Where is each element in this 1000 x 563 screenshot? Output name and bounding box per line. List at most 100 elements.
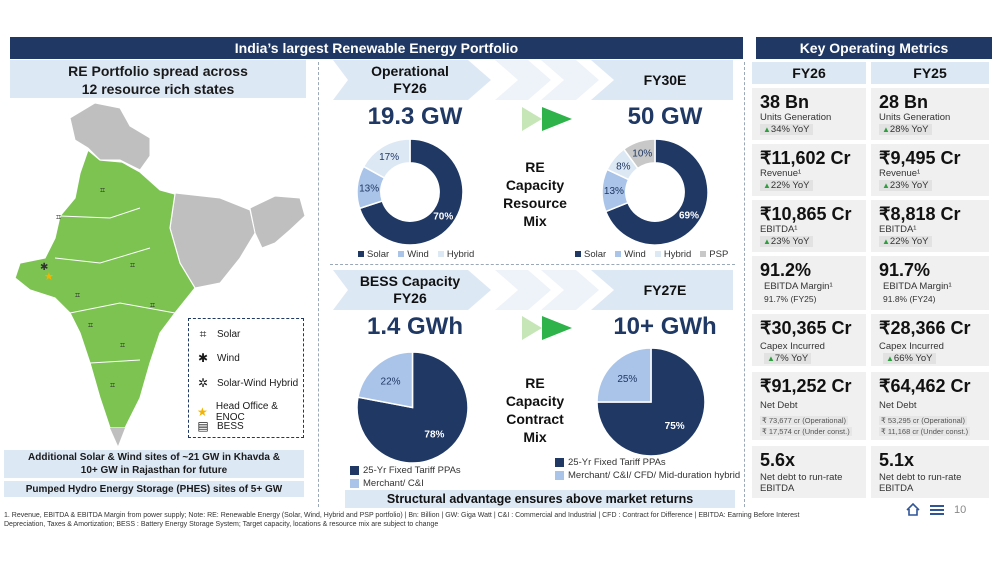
metrics-title: Key Operating Metrics bbox=[756, 37, 992, 59]
chart-data-label: 22% bbox=[381, 376, 401, 387]
capacity-left-value: 19.3 GW bbox=[367, 103, 463, 130]
legend-head-office: ★ Head Office & ENOC bbox=[195, 401, 303, 423]
bess-right-label: FY27E bbox=[643, 282, 687, 298]
india-map: ⌗ ⌗ ✱ ★ ⌗ ⌗ ⌗ ⌗ ⌗ ⌗ bbox=[14, 102, 306, 446]
pie-chart-bess-fy27e: 75% 25% bbox=[596, 347, 706, 457]
svg-text:⌗: ⌗ bbox=[130, 260, 135, 270]
map-region-northeast bbox=[249, 195, 306, 249]
metrics-col-fy26: FY26 bbox=[752, 62, 866, 84]
map-region-north bbox=[69, 102, 151, 171]
chart-data-label: 13% bbox=[604, 186, 624, 197]
legend-item: Merchant/ C&I/ CFD/ Mid-duration hybrid bbox=[555, 470, 740, 481]
resource-mix-label: RE Capacity Resource Mix bbox=[503, 159, 567, 229]
legend-item: Hybrid bbox=[437, 249, 474, 260]
battery-storage-icon: ▤ bbox=[197, 419, 209, 433]
svg-text:⌗: ⌗ bbox=[100, 185, 105, 195]
metric-card-capex-fy25: ₹28,366 Cr Capex Incurred ▲66% YoY bbox=[871, 314, 989, 366]
map-title-line1: RE Portfolio spread across bbox=[68, 63, 248, 79]
map-title: RE Portfolio spread across 12 resource r… bbox=[10, 60, 306, 98]
legend-hybrid: ✲ Solar-Wind Hybrid bbox=[195, 376, 298, 390]
svg-text:★: ★ bbox=[44, 271, 54, 283]
legend-solar: ⌗ Solar bbox=[195, 327, 241, 342]
up-triangle-icon: ▲ bbox=[767, 354, 775, 363]
play-arrow-icon bbox=[522, 316, 572, 340]
legend-item: Merchant/ C&I bbox=[350, 478, 424, 489]
up-triangle-icon: ▲ bbox=[882, 125, 890, 134]
metric-card-netdebt-fy26: ₹91,252 Cr Net Debt ₹ 73,677 cr (Operati… bbox=[752, 372, 866, 440]
bess-left-value: 1.4 GWh bbox=[366, 313, 463, 340]
svg-text:✱: ✱ bbox=[40, 262, 48, 273]
footnote: 1. Revenue, EBITDA & EBITDA Margin from … bbox=[4, 512, 800, 528]
svg-text:⌗: ⌗ bbox=[88, 320, 93, 330]
svg-text:⌗: ⌗ bbox=[120, 340, 125, 350]
legend-item: PSP bbox=[700, 249, 728, 260]
metric-card-netdebt-fy25: ₹64,462 Cr Net Debt ₹ 53,295 cr (Operati… bbox=[871, 372, 989, 440]
legend-item: 25-Yr Fixed Tariff PPAs bbox=[350, 465, 461, 476]
solar-wind-hybrid-icon: ✲ bbox=[197, 376, 209, 390]
metric-card-revenue-fy25: ₹9,495 Cr Revenue¹ ▲23% YoY bbox=[871, 144, 989, 196]
home-icon[interactable] bbox=[906, 503, 920, 516]
svg-text:⌗: ⌗ bbox=[110, 380, 115, 390]
map-region-south bbox=[110, 428, 125, 446]
chart-data-label: 69% bbox=[679, 211, 699, 222]
legend-wind: ✱ Wind bbox=[195, 351, 240, 365]
chart-data-label: 8% bbox=[616, 161, 631, 172]
metric-card-ebitda-fy26: ₹10,865 Cr EBITDA¹ ▲23% YoY bbox=[752, 200, 866, 252]
chart-data-label: 17% bbox=[379, 152, 399, 163]
legend-item: Hybrid bbox=[654, 249, 691, 260]
metric-card-margin-fy26: 91.2% EBITDA Margin¹ 91.7% (FY25) bbox=[752, 256, 866, 310]
capacity-left-legend: Solar Wind Hybrid bbox=[358, 249, 474, 260]
legend-item: Wind bbox=[398, 249, 429, 260]
metric-card-margin-fy25: 91.7% EBITDA Margin¹ 91.8% (FY24) bbox=[871, 256, 989, 310]
metric-card-units-fy26: 38 Bn Units Generation ▲34% YoY bbox=[752, 88, 866, 140]
chart-slice-merchant-c-i bbox=[357, 351, 414, 409]
chart-data-label: 75% bbox=[665, 421, 685, 432]
donut-chart-fy30e: 69% 13% 8%10% bbox=[601, 138, 709, 246]
note-phes: Pumped Hydro Energy Storage (PHES) sites… bbox=[4, 481, 304, 497]
up-triangle-icon: ▲ bbox=[882, 181, 890, 190]
chart-slice-solar bbox=[604, 138, 709, 246]
capacity-right-label: FY30E bbox=[643, 72, 687, 88]
pie-chart-bess-fy26: 78% 22% bbox=[356, 351, 469, 464]
metric-card-leverage-fy26: 5.6x Net debt to run-rate EBITDA bbox=[752, 446, 866, 498]
chart-data-label: 70% bbox=[433, 212, 453, 223]
metrics-col-fy25: FY25 bbox=[871, 62, 989, 84]
chevron-row-capacity bbox=[333, 60, 733, 100]
chart-slice-merchant-c-i-cfd-mid-duration-hybrid bbox=[596, 347, 652, 403]
legend-bess: ▤ BESS bbox=[195, 419, 243, 433]
up-triangle-icon: ▲ bbox=[763, 181, 771, 190]
donut-chart-operational: 70% 13% 17% bbox=[356, 138, 464, 246]
star-icon: ★ bbox=[197, 405, 208, 419]
page-number: 10 bbox=[954, 503, 967, 516]
map-legend: ⌗ Solar ✱ Wind ✲ Solar-Wind Hybrid ★ Head Of… bbox=[188, 318, 304, 438]
svg-text:⌗: ⌗ bbox=[75, 290, 80, 300]
solar-panel-icon: ⌗ bbox=[199, 327, 207, 341]
main-title: India’s largest Renewable Energy Portfol… bbox=[10, 37, 743, 59]
legend-item: Solar bbox=[358, 249, 389, 260]
chart-slice-psp bbox=[622, 138, 656, 170]
bess-right-value: 10+ GWh bbox=[613, 313, 717, 340]
bess-left-legend: 25-Yr Fixed Tariff PPAs Merchant/ C&I bbox=[350, 465, 461, 489]
metric-card-revenue-fy26: ₹11,602 Cr Revenue¹ ▲22% YoY bbox=[752, 144, 866, 196]
metric-card-units-fy25: 28 Bn Units Generation ▲28% YoY bbox=[871, 88, 989, 140]
chart-data-label: 25% bbox=[617, 374, 637, 385]
up-triangle-icon: ▲ bbox=[763, 125, 771, 134]
wind-turbine-icon: ✱ bbox=[197, 351, 209, 365]
capacity-right-legend: Solar Wind Hybrid PSP bbox=[575, 249, 728, 260]
svg-text:⌗: ⌗ bbox=[56, 212, 61, 222]
row-divider bbox=[330, 264, 735, 265]
chart-data-label: 78% bbox=[424, 430, 444, 441]
play-arrow-icon bbox=[522, 107, 572, 131]
menu-icon[interactable] bbox=[930, 504, 944, 516]
svg-text:⌗: ⌗ bbox=[150, 300, 155, 310]
legend-item: Wind bbox=[615, 249, 646, 260]
metric-card-capex-fy26: ₹30,365 Cr Capex Incurred ▲7% YoY bbox=[752, 314, 866, 366]
metric-card-ebitda-fy25: ₹8,818 Cr EBITDA¹ ▲22% YoY bbox=[871, 200, 989, 252]
up-triangle-icon: ▲ bbox=[763, 237, 771, 246]
capacity-right-value: 50 GW bbox=[627, 103, 703, 130]
chart-data-label: 13% bbox=[359, 184, 379, 195]
footer-nav: 10 bbox=[906, 503, 966, 516]
map-title-line2: 12 resource rich states bbox=[81, 81, 235, 97]
bess-left-label: BESS Capacity FY26 bbox=[359, 273, 461, 306]
separator-left bbox=[318, 62, 319, 507]
